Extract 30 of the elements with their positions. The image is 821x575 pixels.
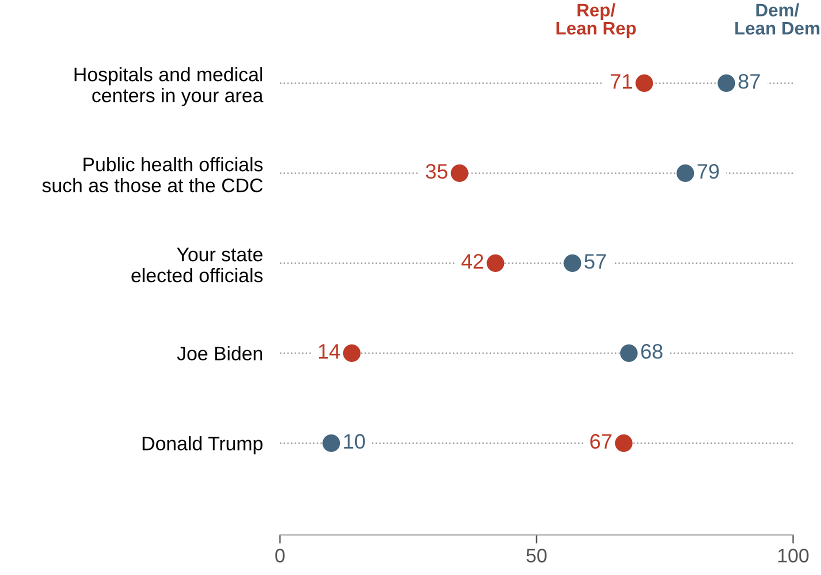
y-tick-label: Joe Biden xyxy=(177,346,262,360)
data-label: 67 xyxy=(590,434,612,449)
data-label: 79 xyxy=(698,164,719,179)
point xyxy=(635,74,654,92)
data-label: 42 xyxy=(461,254,484,269)
point xyxy=(450,164,468,182)
text: Dem/ Lean Dem xyxy=(735,3,820,35)
data-label: 35 xyxy=(426,164,448,179)
data-label: 57 xyxy=(584,254,606,269)
data-label: 10 xyxy=(344,434,365,449)
point xyxy=(718,74,736,92)
point xyxy=(620,344,638,362)
y-tick-label: Donald Trump xyxy=(142,436,262,454)
point xyxy=(343,344,361,362)
point xyxy=(614,434,633,452)
y-tick-label: Hospitals and medical centers in your area xyxy=(74,67,264,106)
data-label: 68 xyxy=(641,344,662,359)
data-label: 87 xyxy=(738,74,760,89)
point xyxy=(676,164,694,182)
point xyxy=(564,254,582,272)
y-tick-label: Public health officials such as those at the CDC xyxy=(42,157,263,192)
point xyxy=(322,434,340,452)
x-tick-label: 100 xyxy=(778,548,809,562)
data-label: 71 xyxy=(610,74,632,89)
point xyxy=(486,254,504,272)
text: Rep/ Lean Rep xyxy=(556,3,636,38)
x-tick-label: 50 xyxy=(526,548,547,562)
data-label: 14 xyxy=(318,344,340,359)
x-tick-label: 0 xyxy=(275,548,285,562)
y-tick-label: Your state elected officials xyxy=(132,248,263,282)
